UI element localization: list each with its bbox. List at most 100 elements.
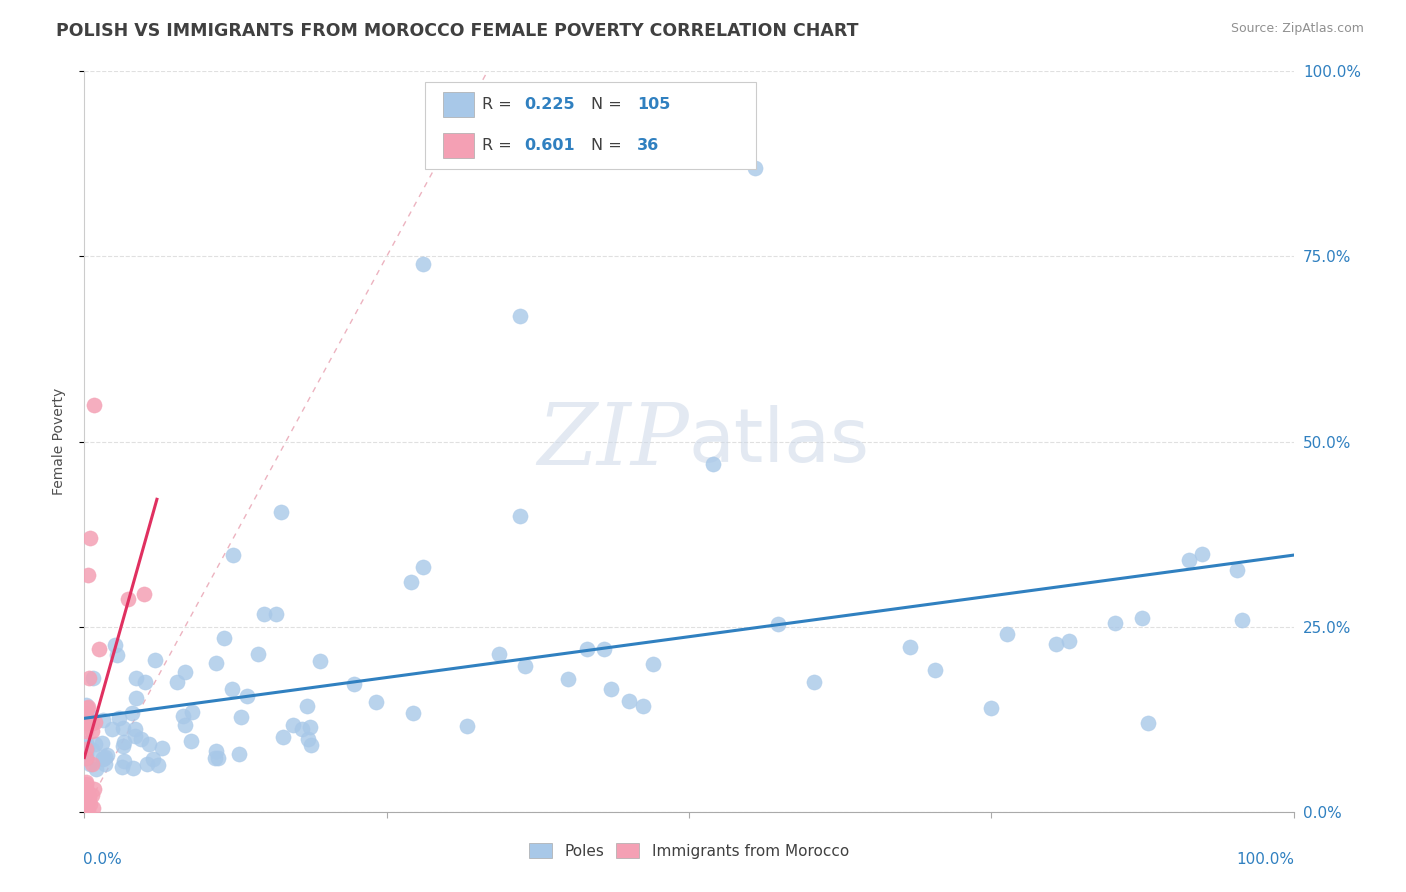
Point [401, 706, 423, 721]
Point [271, 730, 294, 744]
Text: N =: N = [591, 97, 627, 112]
Point [112, 754, 135, 768]
Point [309, 654, 332, 668]
Point [111, 739, 134, 754]
Text: N =: N = [591, 138, 627, 153]
Point [1178, 553, 1201, 567]
Point [172, 708, 194, 723]
Point [80, 743, 103, 757]
Point [91, 751, 114, 765]
Point [174, 718, 197, 732]
Point [125, 691, 148, 706]
Point [82, 789, 104, 803]
Point [412, 560, 434, 574]
Point [75, 698, 97, 713]
Point [205, 656, 228, 670]
Point [150, 741, 173, 756]
Point [299, 738, 322, 752]
Point [412, 257, 434, 271]
Point [104, 638, 127, 652]
Point [129, 731, 152, 746]
Point [600, 682, 623, 697]
Text: 100.0%: 100.0% [1237, 853, 1295, 867]
Point [364, 695, 387, 709]
Point [82, 801, 104, 815]
Point [593, 641, 616, 656]
Point [298, 719, 321, 733]
Point [1230, 613, 1253, 627]
Point [84, 715, 107, 730]
Point [75, 723, 97, 738]
Point [509, 508, 531, 523]
Text: 0.0%: 0.0% [83, 853, 122, 867]
Point [253, 607, 276, 622]
Point [111, 760, 134, 774]
Point [270, 505, 292, 519]
Point [75, 789, 97, 804]
Point [75, 804, 97, 818]
Point [146, 758, 169, 772]
Point [76, 701, 98, 715]
Point [1137, 715, 1160, 730]
Point [79, 709, 101, 723]
Point [247, 647, 270, 661]
Point [205, 744, 228, 758]
Point [557, 673, 579, 687]
Point [82, 724, 104, 739]
Point [75, 716, 97, 731]
Point [235, 690, 257, 704]
Point [744, 161, 766, 175]
Point [79, 797, 101, 812]
Point [80, 715, 103, 730]
Point [77, 794, 100, 808]
Point [488, 647, 510, 661]
Point [924, 663, 946, 677]
Point [1104, 616, 1126, 631]
Point [79, 531, 101, 545]
Point [84, 762, 107, 776]
Point [75, 747, 97, 762]
Point [76, 711, 98, 725]
Point [138, 737, 160, 751]
Point [1226, 563, 1249, 577]
Point [166, 675, 188, 690]
Point [702, 457, 724, 471]
Point [82, 672, 104, 686]
Point [77, 567, 100, 582]
Point [898, 640, 921, 654]
Point [633, 698, 655, 713]
Point [83, 398, 105, 412]
Point [94, 750, 117, 764]
Text: atlas: atlas [689, 405, 870, 478]
Point [768, 616, 790, 631]
Point [295, 699, 318, 714]
Point [135, 756, 157, 771]
Point [75, 741, 97, 756]
Point [174, 665, 197, 680]
Point [96, 748, 118, 763]
Text: POLISH VS IMMIGRANTS FROM MOROCCO FEMALE POVERTY CORRELATION CHART: POLISH VS IMMIGRANTS FROM MOROCCO FEMALE… [56, 22, 859, 40]
Point [297, 732, 319, 747]
Point [107, 711, 129, 725]
Point [143, 652, 166, 666]
Point [76, 804, 98, 818]
Point [121, 706, 143, 720]
Point [112, 721, 135, 735]
Point [76, 740, 98, 755]
Point [75, 786, 97, 800]
Point [456, 719, 478, 733]
Point [222, 549, 245, 563]
Text: 36: 36 [637, 138, 659, 153]
Point [980, 701, 1002, 715]
Text: R =: R = [482, 97, 517, 112]
Point [93, 752, 115, 766]
Point [803, 675, 825, 690]
Point [75, 777, 97, 791]
Point [181, 705, 204, 719]
Point [125, 672, 148, 686]
Point [94, 757, 117, 772]
Point [212, 632, 235, 646]
Point [84, 737, 107, 751]
Point [231, 710, 253, 724]
Point [141, 752, 163, 766]
